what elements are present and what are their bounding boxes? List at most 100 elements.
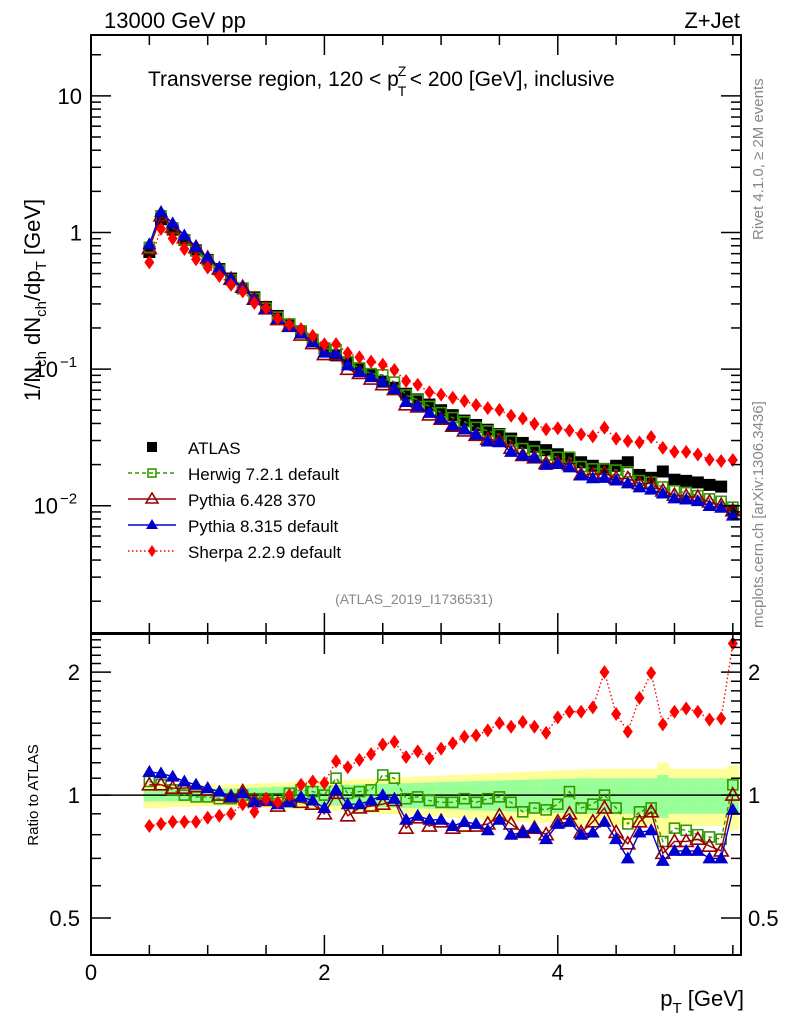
svg-text:pT [GeV]: pT [GeV] [660, 986, 744, 1017]
main-point-sherpa [342, 346, 353, 361]
main-point-atlas [621, 456, 634, 469]
ratio-point-pythia8 [714, 851, 729, 864]
ratio-point-pythia6 [339, 807, 357, 822]
ratio-point-sherpa [191, 814, 202, 829]
main-point-atlas [481, 423, 494, 436]
main-point-sherpa [412, 377, 423, 392]
main-point-sherpa [144, 255, 155, 270]
ratio-point-sherpa [377, 737, 388, 752]
main-ytick-label: 10 [34, 357, 58, 382]
main-point-sherpa [354, 350, 365, 365]
main-point-pythia8 [632, 480, 647, 493]
main-point-sherpa [436, 387, 447, 402]
ratio-point-pythia6 [724, 786, 742, 801]
ratio-point-sherpa [646, 666, 657, 681]
mcplots-label: mcplots.cern.ch [arXiv:1306.3436] [750, 401, 767, 628]
ratio-point-pythia8 [690, 843, 705, 856]
main-point-pythia8 [189, 239, 204, 252]
main-point-sherpa [506, 408, 517, 423]
main-point-pythia8 [387, 381, 402, 394]
main-point-pythia8 [550, 456, 565, 469]
ratio-point-sherpa [167, 814, 178, 829]
ratio-point-sherpa [681, 701, 692, 716]
ratio-point-sherpa [576, 704, 587, 719]
ratio-point-sherpa [249, 804, 260, 819]
main-point-pythia8 [609, 473, 624, 486]
ratio-point-sherpa [424, 751, 435, 766]
ratio-point-pythia8 [399, 812, 414, 825]
ratio-point-herwig [423, 794, 436, 807]
main-point-pythia8 [165, 216, 180, 229]
ratio-point-herwig [505, 796, 517, 809]
ratio-point-pythia8 [725, 802, 740, 815]
main-line-herwig [148, 214, 734, 508]
main-series-sherpa [144, 221, 738, 468]
main-point-pythia8 [597, 470, 612, 483]
ratio-point-pythia8 [154, 766, 169, 779]
ratio-point-pythia8 [434, 812, 449, 825]
main-point-sherpa [576, 427, 587, 442]
ratio-ytick-label-right: 2 [748, 660, 760, 685]
main-point-sherpa [471, 397, 482, 412]
main-point-sherpa [529, 416, 540, 431]
ratio-point-pythia8 [142, 764, 157, 777]
main-point-pythia8 [177, 228, 192, 241]
ratio-point-herwig [446, 796, 459, 809]
ratio-point-pythia8 [504, 827, 519, 840]
ratio-point-herwig [575, 802, 587, 814]
main-point-pythia8 [667, 491, 682, 504]
ratio-point-sherpa [447, 736, 458, 751]
uncertainty-band-inner [610, 778, 623, 814]
main-ytick-label: 10 [34, 494, 58, 519]
ratio-point-sherpa [482, 723, 493, 738]
ratio-point-sherpa [529, 719, 540, 734]
main-point-pythia8 [725, 508, 740, 521]
ratio-point-sherpa [506, 719, 517, 734]
main-point-sherpa [669, 444, 680, 459]
legend-item-pythia6: Pythia 6.428 370 [128, 491, 316, 510]
main-point-sherpa [167, 231, 178, 246]
main-point-sherpa [587, 429, 598, 444]
ratio-point-pythia8 [457, 814, 472, 827]
ratio-ytick-label-right: 1 [748, 783, 760, 808]
ratio-point-sherpa [494, 716, 505, 731]
ratio-point-herwig [540, 804, 552, 816]
main-point-atlas [668, 473, 681, 486]
main-point-atlas [656, 465, 669, 478]
main-ytick-exponent: −1 [60, 354, 77, 371]
main-point-pythia8 [375, 374, 390, 387]
main-point-sherpa [447, 390, 458, 405]
ratio-point-herwig [493, 791, 506, 803]
ratio-point-sherpa [471, 728, 482, 743]
uncertainty-band-inner [551, 778, 565, 814]
ratio-point-pythia8 [667, 843, 682, 856]
main-point-sherpa [611, 431, 622, 446]
ratio-point-sherpa [401, 749, 412, 764]
ratio-point-herwig [516, 806, 529, 818]
ratio-point-sherpa [541, 725, 552, 740]
main-point-pythia8 [644, 482, 659, 495]
main-point-sherpa [692, 447, 703, 462]
main-point-pythia8 [352, 365, 367, 378]
main-point-pythia8 [679, 492, 694, 505]
ratio-point-pythia8 [340, 797, 355, 810]
main-point-pythia8 [434, 411, 449, 424]
main-point-sherpa [541, 422, 552, 437]
main-point-sherpa [634, 435, 645, 450]
main-point-pythia8 [690, 494, 705, 507]
main-point-sherpa [494, 402, 505, 417]
uncertainty-band-inner [645, 778, 658, 814]
ratio-point-sherpa [622, 724, 633, 739]
main-point-pythia8 [539, 457, 554, 470]
ratio-point-herwig [411, 791, 424, 803]
main-point-pythia8 [212, 260, 227, 273]
ratio-point-sherpa [599, 665, 610, 680]
mcplots-label-group: mcplots.cern.ch [arXiv:1306.3436] [750, 401, 767, 628]
ratio-point-pythia8 [375, 788, 390, 801]
ratio-point-pythia6 [374, 795, 392, 811]
uncertainty-band-inner [668, 778, 681, 814]
main-point-sherpa [377, 357, 388, 372]
main-point-sherpa [716, 453, 727, 468]
ratio-point-pythia8 [515, 825, 530, 838]
